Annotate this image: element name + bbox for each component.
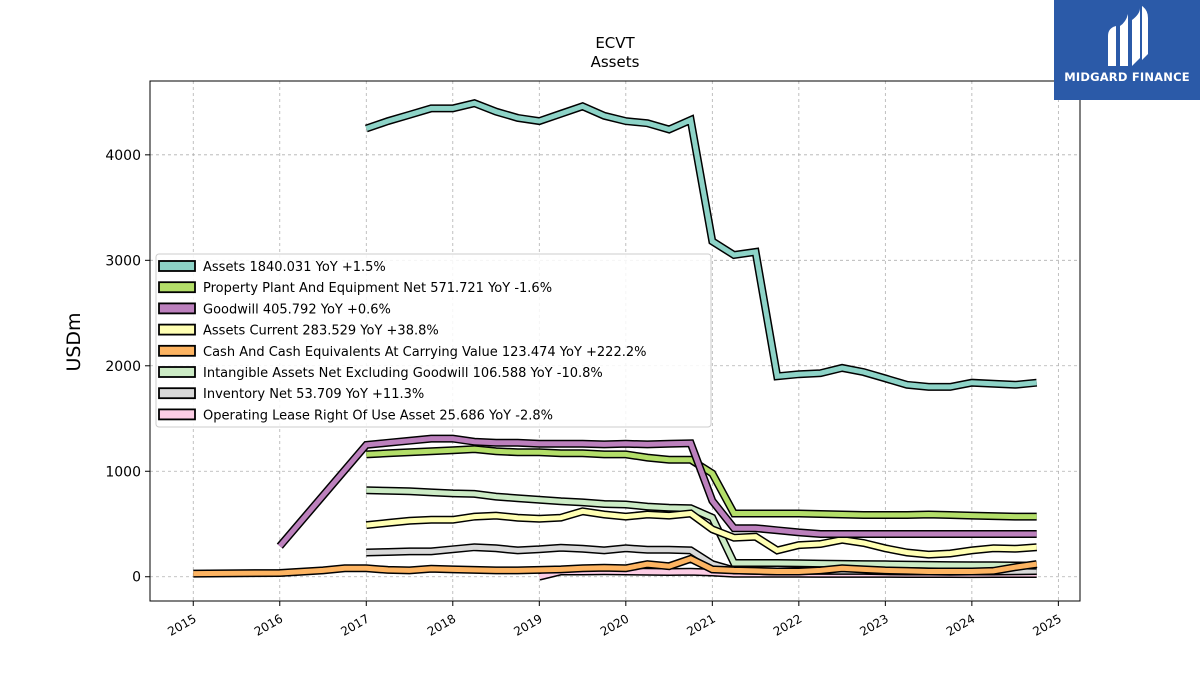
y-tick-label: 2000 [105, 359, 141, 375]
legend-label: Intangible Assets Net Excluding Goodwill… [203, 366, 603, 381]
brand-logo: MIDGARD FINANCE [1054, 0, 1200, 100]
legend-box [155, 253, 712, 428]
legend-label: Assets 1840.031 YoY +1.5% [203, 260, 386, 275]
legend-swatch [158, 323, 196, 336]
legend-swatch [158, 260, 196, 272]
legend-label: Cash And Cash Equivalents At Carrying Va… [203, 345, 646, 360]
y-tick-label: 4000 [105, 148, 141, 164]
legend-swatch [158, 408, 196, 421]
legend: Assets 1840.031 YoY +1.5% Property Plant … [155, 253, 712, 428]
legend-swatch [158, 344, 196, 357]
legend-label: Goodwill 405.792 YoY +0.6% [203, 302, 391, 317]
legend-label: Inventory Net 53.709 YoY +11.3% [203, 387, 424, 402]
legend-swatch [158, 366, 196, 378]
series-line-assets [365, 100, 1037, 390]
series-line-assets-current [366, 508, 1037, 558]
legend-swatch [158, 281, 196, 294]
brand-name: MIDGARD FINANCE [1064, 70, 1190, 84]
y-tick-label: 0 [132, 570, 141, 586]
midgard-m-icon [1108, 6, 1148, 66]
legend-swatch [158, 302, 196, 315]
chart-subtitle: Assets [591, 53, 640, 71]
series-line-intangible-assets-net-excluding-goodwill [366, 487, 1037, 569]
series-line-cash-and-cash-equivalents-at-carrying-value [193, 556, 1038, 577]
legend-label: Operating Lease Right Of Use Asset 25.68… [203, 408, 553, 423]
plot-area-frame [149, 80, 1081, 602]
legend-swatch [158, 387, 196, 400]
chart-title: ECVT [595, 34, 635, 52]
series-lines [193, 99, 1038, 581]
legend-label: Assets Current 283.529 YoY +38.8% [203, 324, 439, 339]
y-tick-label: 1000 [105, 464, 141, 480]
y-tick-label: 3000 [105, 253, 141, 269]
series-line-goodwill [277, 436, 1037, 548]
y-axis-label: USDm [63, 312, 85, 371]
legend-label: Property Plant And Equipment Net 571.721… [203, 281, 552, 296]
